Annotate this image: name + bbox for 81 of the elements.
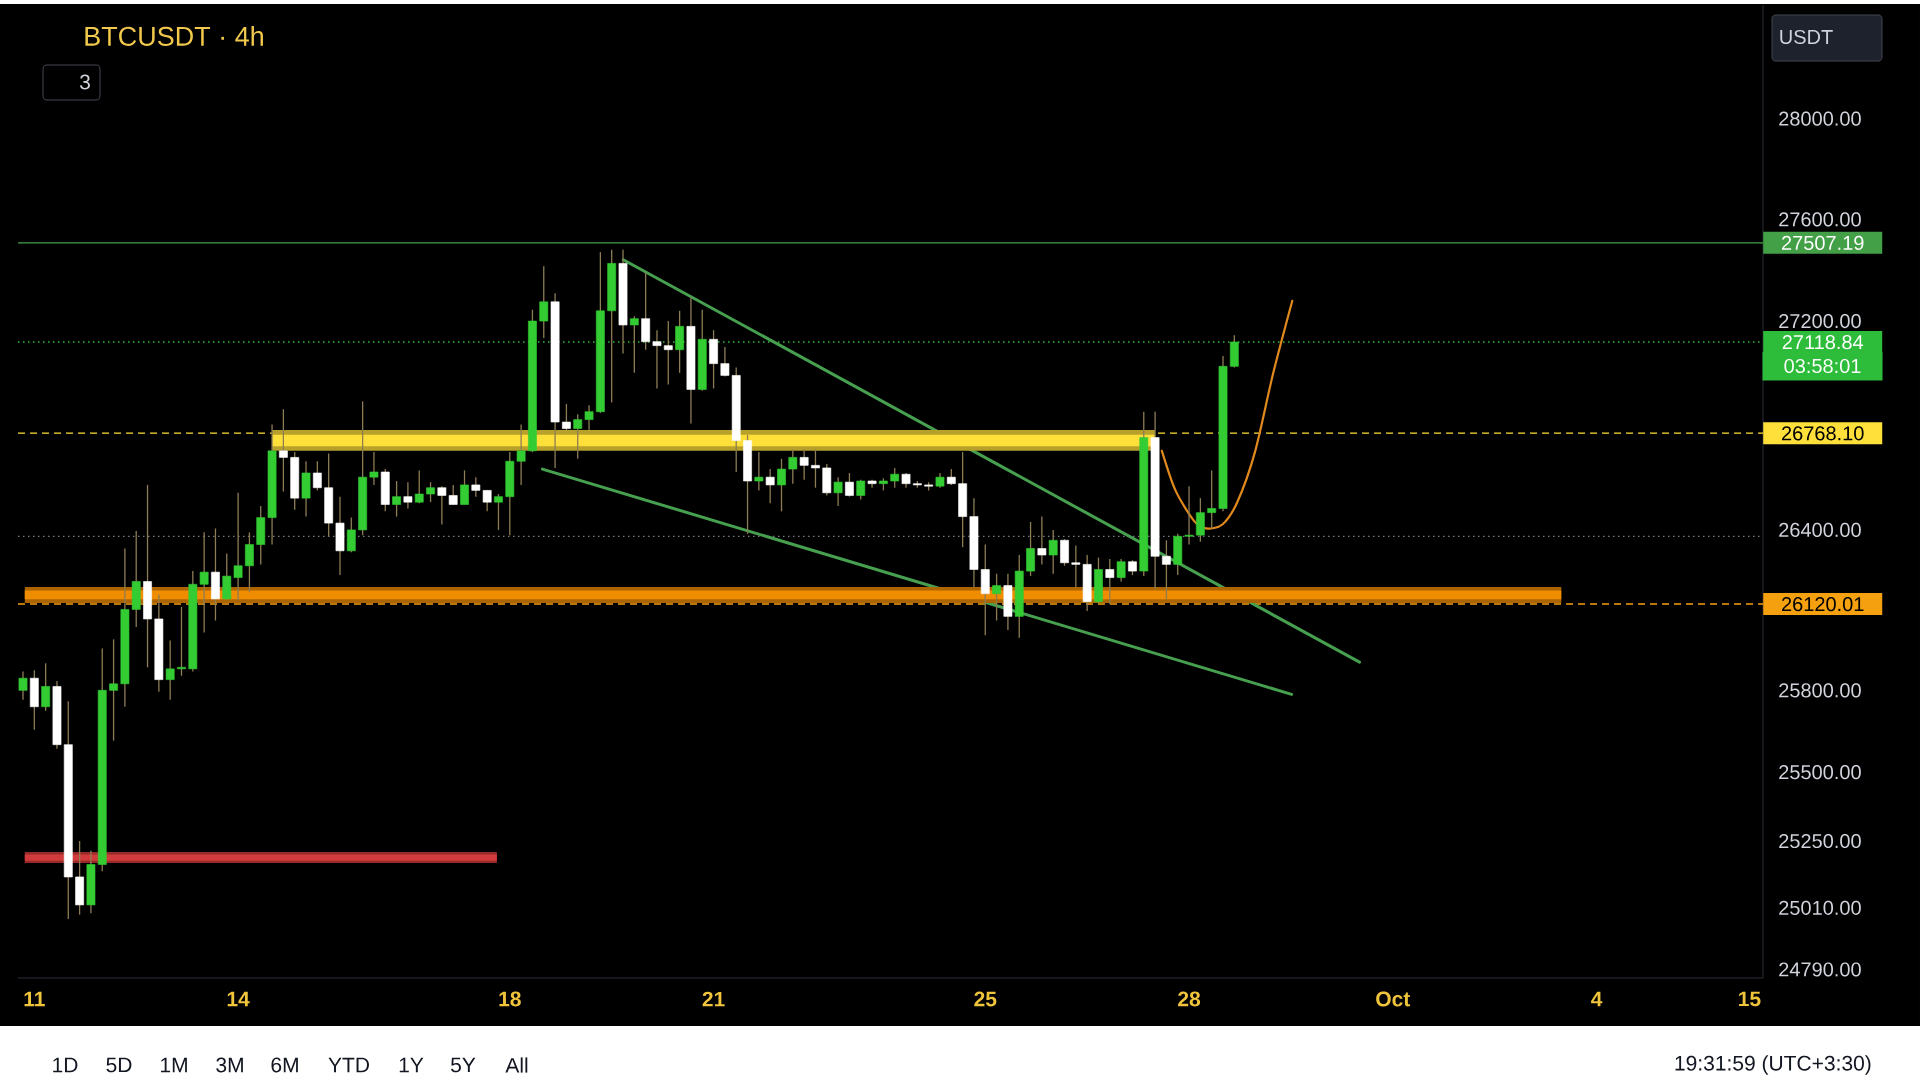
candlestick bbox=[414, 469, 424, 505]
candlestick bbox=[1207, 469, 1217, 530]
y-tick-label: 25250.00 bbox=[1779, 833, 1861, 849]
candlestick bbox=[494, 493, 503, 531]
candlestick bbox=[1060, 538, 1069, 567]
candlestick bbox=[833, 476, 843, 507]
candlestick bbox=[245, 531, 254, 593]
candlestick bbox=[1037, 515, 1047, 566]
candlestick bbox=[1162, 539, 1171, 600]
candlestick bbox=[788, 448, 798, 485]
x-tick-label: 11 bbox=[24, 991, 45, 1007]
candlestick bbox=[403, 481, 413, 510]
text: YTD bbox=[328, 1057, 370, 1073]
x-tick-label: 14 bbox=[227, 991, 250, 1007]
candlestick bbox=[1048, 529, 1058, 575]
candlestick bbox=[845, 472, 854, 498]
candlestick bbox=[562, 403, 571, 431]
ref-line-label: 26120.01 bbox=[1782, 597, 1864, 612]
candlestick bbox=[777, 458, 786, 512]
text: 6M bbox=[271, 1057, 298, 1073]
candlestick bbox=[1105, 558, 1115, 605]
candlestick bbox=[890, 467, 900, 489]
y-tick-label: 28000.00 bbox=[1779, 111, 1861, 126]
candlestick bbox=[754, 451, 764, 492]
candlestick bbox=[1116, 558, 1126, 583]
candlestick bbox=[165, 639, 175, 701]
candlestick bbox=[346, 516, 356, 553]
candlestick bbox=[1195, 497, 1205, 543]
y-tick-label: 27200.00 bbox=[1779, 313, 1861, 329]
candlestick bbox=[392, 480, 401, 518]
candlestick bbox=[992, 573, 1001, 622]
candlestick bbox=[1026, 521, 1035, 577]
annotation: 3 bbox=[79, 74, 90, 90]
candlestick bbox=[573, 413, 583, 460]
candlestick bbox=[1184, 485, 1194, 546]
candlestick bbox=[799, 448, 809, 481]
text: USDT bbox=[1780, 29, 1833, 45]
text: 1Y bbox=[399, 1057, 424, 1073]
candlestick bbox=[641, 271, 651, 351]
candlestick bbox=[426, 481, 435, 503]
candlestick bbox=[460, 469, 469, 506]
ref-line-label: 27118.84 bbox=[1782, 335, 1864, 350]
text: BTCUSDT · 4h bbox=[85, 26, 263, 46]
candlestick bbox=[279, 408, 288, 493]
x-tick-label: 15 bbox=[1739, 991, 1761, 1007]
y-tick-label: 27600.00 bbox=[1779, 212, 1861, 227]
text: 3M bbox=[216, 1057, 243, 1073]
candlestick bbox=[41, 662, 51, 712]
x-tick-label: 21 bbox=[702, 991, 725, 1007]
y-tick-label: 25010.00 bbox=[1779, 900, 1861, 915]
text: 03:58:01 bbox=[1784, 358, 1861, 374]
candlestick bbox=[539, 265, 549, 339]
candlestick bbox=[675, 310, 684, 374]
text: 19:31:59 (UTC+3:30) bbox=[1675, 1055, 1871, 1075]
candlestick bbox=[18, 670, 28, 701]
candlestick bbox=[312, 460, 322, 492]
candlestick bbox=[584, 404, 594, 431]
text: All bbox=[505, 1057, 528, 1073]
x-tick-label: Oct bbox=[1376, 991, 1411, 1007]
candlestick bbox=[811, 448, 820, 489]
x-tick-label: 25 bbox=[974, 991, 997, 1007]
candlestick bbox=[663, 320, 673, 386]
y-tick-label: 25500.00 bbox=[1779, 765, 1861, 780]
ref-line-label: 26768.10 bbox=[1782, 426, 1864, 441]
text: 5D bbox=[106, 1057, 132, 1073]
text: 5Y bbox=[451, 1057, 476, 1073]
x-tick-label: 4 bbox=[1591, 991, 1603, 1007]
candlestick bbox=[652, 329, 662, 390]
candlestick bbox=[177, 606, 186, 677]
y-tick-label: 25800.00 bbox=[1779, 683, 1861, 698]
text: 1D bbox=[53, 1057, 78, 1073]
y-tick-label: 26400.00 bbox=[1779, 522, 1861, 537]
candlestick bbox=[109, 638, 118, 742]
text: 1M bbox=[161, 1057, 187, 1073]
x-tick-label: 28 bbox=[1178, 991, 1201, 1007]
candlestick bbox=[369, 451, 379, 486]
y-tick-label: 24790.00 bbox=[1779, 962, 1861, 977]
x-tick-label: 18 bbox=[499, 991, 521, 1007]
ref-line-label: 27507.19 bbox=[1782, 235, 1864, 250]
candlestick bbox=[765, 468, 775, 505]
candlestick bbox=[629, 315, 639, 374]
